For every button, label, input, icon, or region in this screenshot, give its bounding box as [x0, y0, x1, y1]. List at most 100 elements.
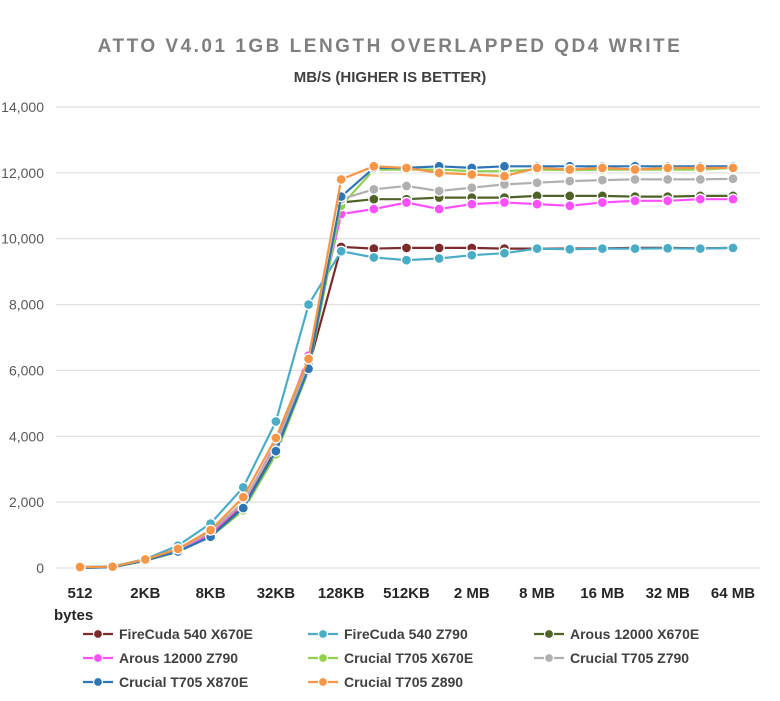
data-point: [694, 242, 706, 255]
legend-label: Crucial T705 Z890: [344, 674, 464, 690]
legend-marker: [534, 628, 564, 640]
data-point: [433, 252, 445, 265]
series-crucial-t705-x670e: [74, 162, 739, 574]
y-tick-label: 10,000: [1, 231, 44, 247]
y-tick-label: 4,000: [9, 428, 44, 444]
data-point: [531, 198, 543, 210]
data-point: [694, 173, 706, 186]
data-point: [270, 415, 282, 428]
data-point: [368, 183, 380, 195]
data-point: [400, 196, 413, 209]
series-crucial-t705-x870e: [74, 160, 739, 574]
gridlines: [56, 106, 760, 569]
data-point: [400, 180, 413, 192]
data-point: [629, 173, 641, 186]
data-point: [433, 185, 445, 197]
data-point: [400, 254, 413, 266]
series-firecuda-540-z790: [74, 242, 739, 573]
data-point: [564, 243, 576, 255]
data-point: [531, 242, 543, 255]
data-point: [139, 553, 151, 566]
x-tick-label: 128KB: [318, 585, 365, 602]
y-tick-label: 6,000: [9, 362, 44, 378]
legend-dot: [543, 628, 555, 640]
data-point: [727, 173, 739, 185]
data-point: [368, 160, 380, 172]
data-point: [466, 182, 478, 194]
data-point: [302, 298, 315, 311]
data-point: [400, 242, 413, 254]
series-line: [79, 177, 734, 569]
data-point: [564, 190, 576, 202]
legend-marker: [534, 652, 564, 664]
legend-label: Crucial T705 X870E: [119, 674, 249, 690]
y-axis: 0 2,000 4,000 6,000 8,000 10,000 12,000 14,000: [1, 99, 44, 576]
data-point: [302, 353, 315, 365]
data-point: [629, 163, 641, 176]
y-tick-label: 12,000: [1, 165, 44, 181]
data-point: [466, 249, 478, 261]
data-point: [270, 445, 282, 457]
data-point: [335, 245, 347, 257]
x-tick-label: 64 MB: [711, 585, 755, 602]
data-point: [596, 196, 609, 209]
data-point: [662, 162, 674, 174]
data-point: [498, 196, 511, 209]
series-line: [79, 165, 733, 569]
data-point: [694, 193, 706, 205]
data-point: [270, 432, 282, 444]
legend-marker: [308, 628, 338, 640]
data-point: [107, 561, 119, 573]
x-axis: 512 2KB 8KB 32KB 128KB 512KB 2 MB 8 MB 16 MB 32 M…: [67, 585, 755, 602]
data-point: [433, 167, 445, 179]
series-crucial-t705-z790: [74, 173, 739, 573]
legend-label: Crucial T705 X670E: [344, 650, 474, 666]
data-point: [564, 200, 576, 212]
legend-label: FireCuda 540 Z790: [344, 626, 468, 642]
data-point: [596, 162, 609, 174]
x-tick-label: 2KB: [130, 585, 160, 602]
data-point: [498, 170, 511, 182]
data-point: [498, 247, 511, 259]
x-tick-label: 32 MB: [646, 585, 690, 602]
data-point: [727, 193, 739, 205]
data-point: [498, 160, 511, 172]
series-line: [79, 245, 734, 569]
x-tick-label: 512KB: [383, 585, 430, 602]
legend-marker: [308, 676, 338, 688]
data-point: [662, 173, 674, 186]
series-firecuda-540-x670e: [74, 241, 739, 574]
data-point: [564, 175, 576, 187]
data-point: [596, 242, 609, 255]
data-point: [564, 163, 576, 176]
chart-title: ATTO V4.01 1GB LENGTH OVERLAPPED QD4 WRI…: [97, 36, 683, 57]
legend-label: Arous 12000 Z790: [119, 650, 239, 666]
legend-label: Crucial T705 Z790: [570, 650, 690, 666]
data-point: [368, 203, 380, 215]
data-point: [466, 168, 478, 181]
data-point: [727, 162, 739, 174]
data-point: [466, 198, 478, 210]
y-tick-label: 2,000: [9, 494, 44, 510]
legend-marker: [83, 676, 113, 688]
series-line: [79, 166, 734, 569]
legend-dot: [92, 676, 104, 688]
y-tick-label: 8,000: [9, 297, 44, 313]
y-tick-label: 14,000: [1, 99, 44, 115]
x-tick-label: 512: [67, 585, 92, 602]
legend-label: FireCuda 540 X670E: [119, 626, 253, 642]
x-tick-label: 16 MB: [580, 585, 624, 602]
data-point: [662, 242, 674, 254]
legend-marker: [308, 652, 338, 664]
series-line: [79, 246, 734, 569]
chart-subtitle: MB/S (HIGHER IS BETTER): [293, 69, 487, 86]
legend-dot: [543, 652, 555, 664]
data-point: [368, 193, 380, 205]
data-point: [400, 162, 413, 174]
series-line: [79, 165, 733, 569]
data-point: [531, 177, 543, 189]
x-tick-label: 32KB: [257, 585, 296, 602]
x-tick-label: 8KB: [196, 585, 226, 602]
data-point: [531, 162, 543, 174]
